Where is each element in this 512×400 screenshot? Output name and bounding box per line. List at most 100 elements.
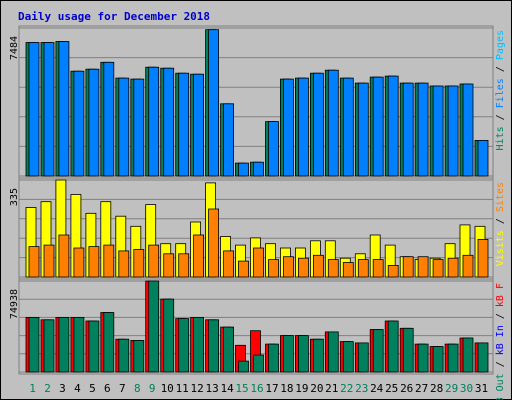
bar — [297, 335, 309, 373]
x-tick-label: 25 — [385, 382, 398, 395]
bar — [268, 259, 279, 278]
bar — [327, 69, 339, 177]
bar — [372, 259, 384, 278]
bar — [193, 73, 205, 177]
bar — [28, 42, 40, 177]
series-files — [28, 29, 489, 177]
bar — [312, 338, 324, 373]
bar — [342, 341, 354, 373]
x-tick-label: 15 — [235, 382, 248, 395]
bar — [417, 256, 429, 278]
bar — [73, 70, 85, 177]
legend-item: kB F — [495, 283, 506, 307]
y-max-label: 74938 — [9, 289, 20, 319]
kbytes-panel: 74938 — [9, 278, 494, 375]
bar — [387, 320, 399, 373]
bar — [477, 238, 489, 278]
legend-separator: / — [495, 355, 506, 373]
x-tick-label: 10 — [161, 382, 174, 395]
x-tick-label: 17 — [265, 382, 278, 395]
x-tick-label: 19 — [295, 382, 308, 395]
bar — [357, 342, 369, 373]
bar — [253, 354, 264, 373]
bar — [268, 343, 279, 373]
x-tick-label: 5 — [89, 382, 96, 395]
bar — [133, 78, 145, 177]
legend-item: kB Out — [495, 373, 506, 400]
x-tick-label: 28 — [430, 382, 443, 395]
bar — [312, 72, 324, 177]
bar — [268, 121, 279, 177]
bar — [297, 257, 309, 278]
bar — [357, 82, 369, 177]
bar — [372, 329, 384, 373]
legend-item: kB In — [495, 325, 506, 355]
bar — [148, 66, 160, 177]
bar — [118, 77, 130, 177]
bar — [342, 262, 354, 278]
bar — [402, 82, 414, 177]
panel-legend: Hits / Files / Pages — [495, 30, 506, 150]
y-max-label: 335 — [9, 188, 20, 206]
x-tick-label: 3 — [59, 382, 66, 395]
bar — [163, 67, 175, 177]
legend-item: Files — [495, 78, 506, 108]
bar — [28, 316, 40, 373]
x-tick-label: 30 — [460, 382, 473, 395]
bar — [223, 103, 235, 177]
bar — [58, 41, 70, 177]
x-tick-label: 14 — [220, 382, 234, 395]
bar — [253, 161, 264, 177]
bar — [447, 85, 459, 177]
bar — [223, 250, 235, 278]
x-tick-label: 7 — [119, 382, 126, 395]
bar — [432, 346, 444, 373]
legend-separator: / — [495, 60, 506, 78]
bar — [178, 253, 190, 278]
bar — [118, 250, 130, 278]
panel-border — [18, 278, 494, 375]
legend-item: Visits — [495, 230, 506, 266]
panel-legend: kB Out / kB In / kB F — [495, 283, 506, 400]
bar — [43, 42, 55, 177]
bar — [402, 327, 414, 373]
bar — [342, 77, 354, 177]
x-tick-label: 29 — [445, 382, 458, 395]
bar — [372, 76, 384, 177]
visits-panel: 335 — [9, 177, 494, 280]
bar — [133, 249, 145, 278]
bar — [88, 320, 100, 373]
bar — [447, 257, 459, 278]
bar — [282, 335, 294, 373]
bar — [148, 244, 160, 278]
bar — [178, 318, 190, 373]
x-tick-label: 8 — [134, 382, 141, 395]
x-tick-label: 22 — [340, 382, 353, 395]
bar — [193, 234, 205, 278]
x-tick-label: 24 — [370, 382, 384, 395]
bar — [73, 247, 85, 278]
bar — [447, 343, 459, 373]
bar — [58, 316, 70, 373]
legend-separator: / — [495, 307, 506, 325]
bar — [118, 338, 130, 373]
bar — [43, 244, 55, 278]
bar — [208, 208, 220, 278]
bar — [163, 298, 175, 373]
x-tick-label: 4 — [74, 382, 81, 395]
x-tick-label: 6 — [104, 382, 111, 395]
bar — [462, 337, 474, 373]
x-tick-label: 16 — [250, 382, 263, 395]
hits-panel: 7484 — [9, 25, 494, 179]
x-tick-label: 1 — [29, 382, 36, 395]
bar — [163, 253, 175, 278]
chart-title: Daily usage for December 2018 — [18, 10, 210, 23]
x-tick-label: 23 — [355, 382, 368, 395]
series-kb-out — [28, 280, 489, 373]
bar — [462, 254, 474, 278]
bar — [402, 256, 414, 278]
panel-legend: Visits / Sites — [495, 182, 506, 266]
legend-item: Sites — [495, 182, 506, 212]
bar — [282, 256, 294, 278]
